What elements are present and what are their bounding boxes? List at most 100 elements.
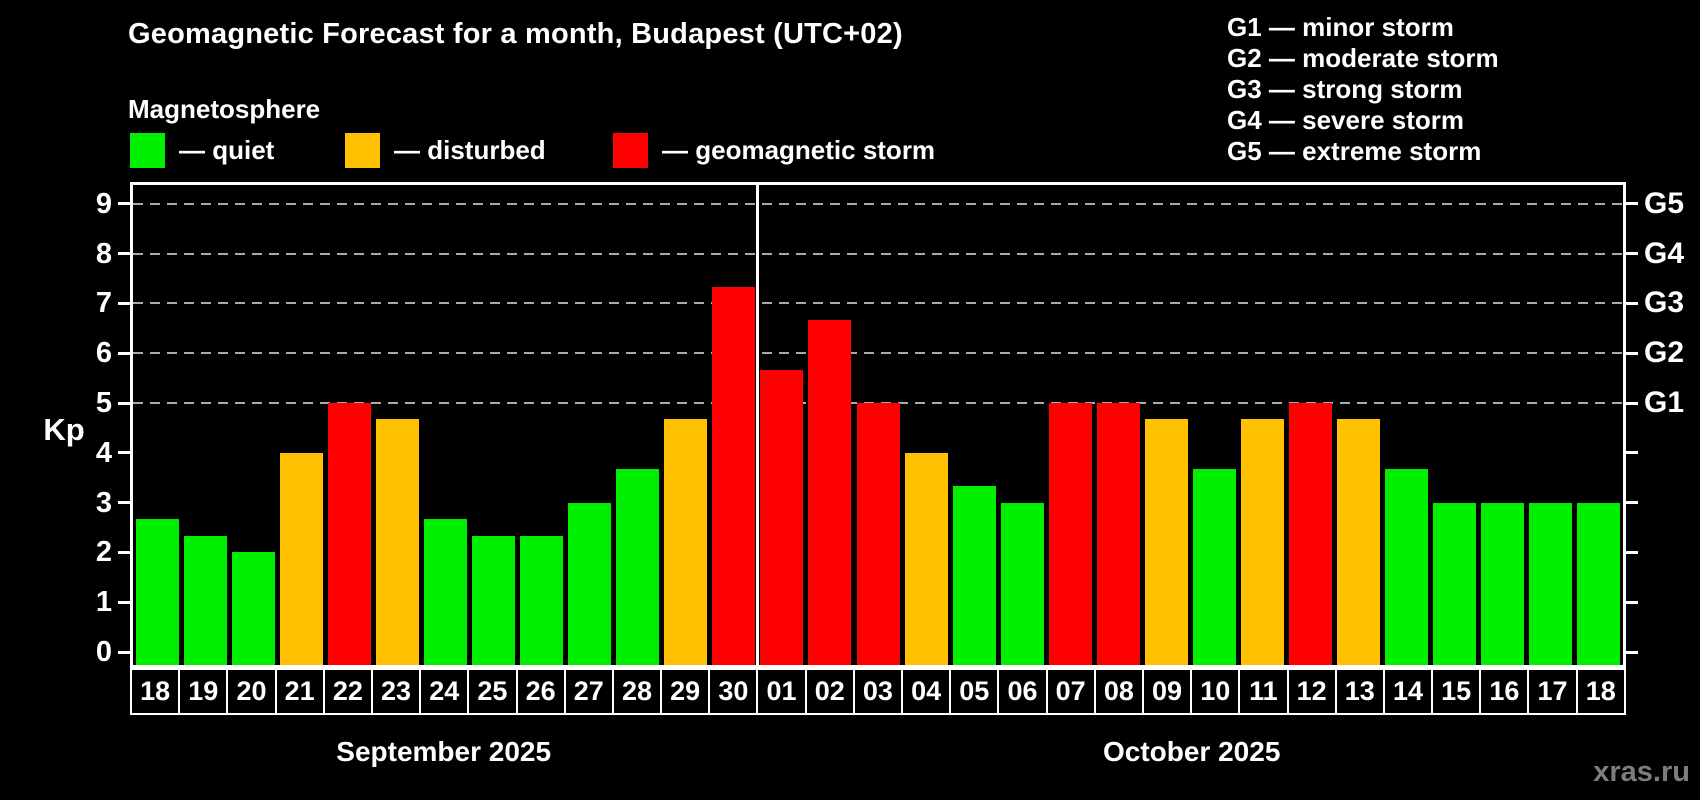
kp-bar-oct-08 — [1096, 403, 1140, 665]
day-cell-oct-18: 18 — [1575, 670, 1624, 713]
y-tick-left-9 — [118, 202, 130, 206]
day-cell-sep-24: 24 — [419, 670, 467, 713]
day-cell-sep-26: 26 — [515, 670, 564, 713]
kp-bar-oct-12 — [1289, 403, 1333, 665]
day-cell-oct-14: 14 — [1382, 670, 1431, 713]
kp-bar-sep-20 — [231, 552, 275, 665]
day-cell-sep-30: 30 — [708, 670, 756, 713]
g-level-label-G4: G4 — [1644, 236, 1685, 270]
y-tick-left-2 — [118, 550, 130, 554]
kp-bar-sep-28 — [616, 469, 660, 665]
page-title: Geomagnetic Forecast for a month, Budape… — [128, 18, 903, 50]
y-tick-right-2 — [1626, 550, 1638, 554]
day-cell-oct-15: 15 — [1431, 670, 1479, 713]
kp-bar-oct-16 — [1481, 502, 1525, 665]
y-tick-right-1 — [1626, 600, 1638, 604]
y-tick-label-8: 8 — [95, 237, 112, 270]
y-tick-right-9 — [1626, 202, 1638, 206]
kp-bar-oct-14 — [1385, 469, 1429, 665]
g-level-label-G2: G2 — [1644, 336, 1685, 370]
kp-bar-oct-11 — [1241, 419, 1285, 665]
month-label-1: October 2025 — [1102, 736, 1281, 767]
kp-bar-sep-27 — [568, 502, 612, 665]
y-tick-right-0 — [1626, 650, 1638, 654]
kp-bar-sep-22 — [327, 403, 371, 665]
y-tick-label-6: 6 — [95, 337, 112, 370]
day-cell-oct-13: 13 — [1334, 670, 1383, 713]
kp-axis-label: Kp — [43, 412, 85, 447]
legend-swatch-storm — [613, 132, 648, 168]
day-cell-oct-05: 05 — [949, 670, 997, 713]
month-labels: September 2025 October 2025 — [130, 732, 1626, 772]
storm-scale-line-G1: G1 — minor storm — [1227, 12, 1454, 42]
day-cell-oct-02: 02 — [804, 670, 853, 713]
y-tick-label-2: 2 — [95, 536, 112, 569]
y-tick-left-4 — [118, 451, 130, 455]
day-axis: 18 19 20 21 22 23 24 25 26 27 28 29 30 01 02 03 04 05 06 07… — [130, 668, 1626, 715]
kp-bar-sep-29 — [664, 419, 708, 665]
storm-scale-line-G5: G5 — extreme storm — [1227, 136, 1482, 166]
day-cell-oct-12: 12 — [1286, 670, 1335, 713]
magnetosphere-label: Magnetosphere — [128, 94, 321, 124]
kp-bar-oct-17 — [1529, 502, 1573, 665]
month-label-0: September 2025 — [336, 736, 552, 767]
y-tick-left-6 — [118, 351, 130, 355]
y-tick-right-8 — [1626, 252, 1638, 256]
kp-bar-oct-18 — [1577, 502, 1621, 665]
storm-scale-legend: G1 — minor storm G2 — moderate storm G3 — … — [1227, 12, 1499, 167]
kp-bar-sep-30 — [712, 286, 756, 665]
kp-bar-sep-18 — [135, 519, 179, 665]
y-tick-right-3 — [1626, 501, 1638, 505]
y-tick-left-8 — [118, 252, 130, 256]
legend-label-storm: — geomagnetic storm — [662, 134, 936, 165]
y-tick-right-7 — [1626, 301, 1638, 305]
legend-item-storm: — geomagnetic storm — [613, 132, 935, 168]
day-cell-oct-04: 04 — [901, 670, 949, 713]
y-tick-left-7 — [118, 301, 130, 305]
day-cell-sep-22: 22 — [322, 670, 371, 713]
day-cell-oct-01: 01 — [756, 670, 804, 713]
kp-bar-sep-24 — [423, 519, 467, 665]
y-tick-label-9: 9 — [95, 187, 112, 220]
legend-item-quiet: — quiet — [130, 132, 274, 168]
plot-area — [130, 182, 1626, 668]
day-cell-sep-25: 25 — [467, 670, 515, 713]
y-tick-label-5: 5 — [95, 387, 112, 419]
y-tick-right-6 — [1626, 351, 1638, 355]
day-cell-oct-06: 06 — [997, 670, 1045, 713]
g-level-label-G3: G3 — [1644, 286, 1685, 320]
y-tick-left-5 — [118, 401, 130, 405]
y-tick-label-7: 7 — [95, 287, 112, 320]
kp-bar-sep-25 — [471, 535, 515, 665]
legend-swatch-quiet — [130, 132, 165, 168]
storm-scale-line-G2: G2 — moderate storm — [1227, 43, 1499, 73]
day-cell-oct-16: 16 — [1479, 670, 1527, 713]
month-separator — [756, 185, 760, 665]
gridline-kp-9 — [133, 202, 1623, 205]
kp-bar-sep-21 — [279, 452, 323, 665]
y-tick-left-3 — [118, 501, 130, 505]
day-cell-sep-28: 28 — [611, 670, 660, 713]
day-cell-oct-08: 08 — [1093, 670, 1142, 713]
kp-bar-sep-19 — [183, 535, 227, 665]
day-cell-sep-27: 27 — [563, 670, 612, 713]
y-tick-label-1: 1 — [95, 586, 112, 619]
kp-bar-oct-09 — [1144, 419, 1188, 665]
kp-bar-oct-04 — [904, 452, 948, 665]
day-cell-oct-07: 07 — [1045, 670, 1094, 713]
kp-bar-oct-02 — [808, 319, 852, 665]
day-cell-oct-11: 11 — [1238, 670, 1286, 713]
day-cell-sep-20: 20 — [226, 670, 274, 713]
y-tick-left-0 — [118, 650, 130, 654]
day-cell-sep-19: 19 — [178, 670, 226, 713]
kp-bar-oct-01 — [760, 369, 804, 665]
legend-swatch-disturbed — [345, 132, 380, 168]
day-cell-oct-10: 10 — [1190, 670, 1238, 713]
kp-bar-oct-07 — [1048, 403, 1092, 665]
y-tick-right-5 — [1626, 401, 1638, 405]
y-tick-label-4: 4 — [95, 436, 112, 469]
day-cell-sep-29: 29 — [660, 670, 708, 713]
legend-label-disturbed: — disturbed — [394, 134, 546, 165]
gridline-kp-7 — [133, 302, 1623, 305]
